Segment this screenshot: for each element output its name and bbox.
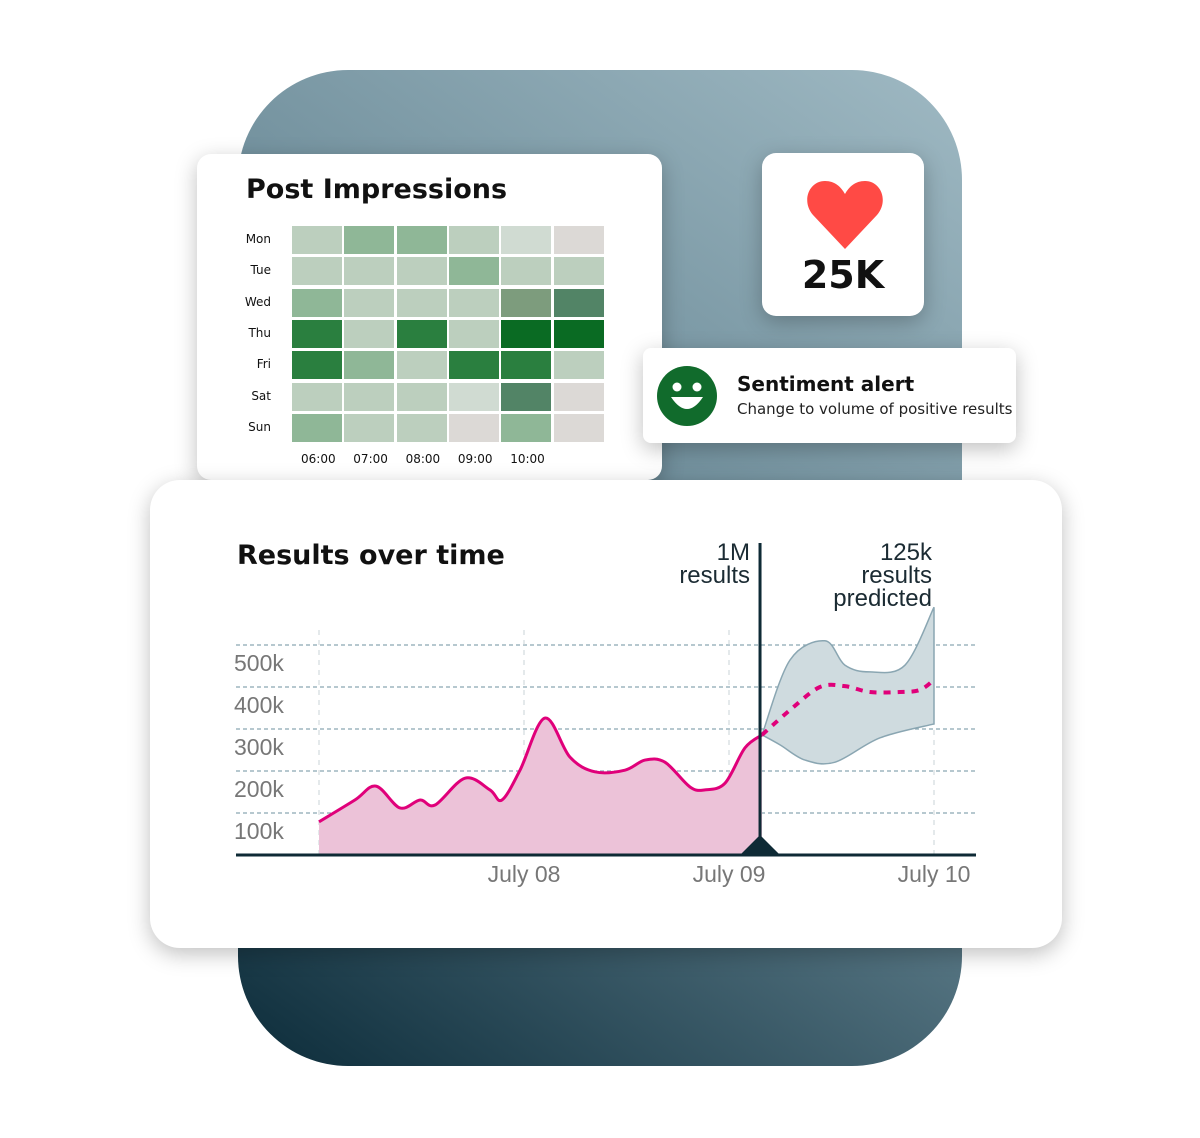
- row-label: Sun: [248, 419, 271, 434]
- results-over-time-card: Results over time: [150, 480, 1062, 948]
- post-impressions-card: Post Impressions Mon Tue Wed Thu Fri Sat Sun 06…: [197, 154, 662, 480]
- heatmap-cell: [396, 319, 447, 348]
- likes-card: 25K: [762, 153, 924, 316]
- heatmap-cell: [344, 413, 395, 442]
- heatmap-cell: [501, 319, 552, 348]
- heatmap-cell: [292, 288, 342, 317]
- heatmap-cell: [292, 382, 342, 411]
- heatmap-cell: [292, 319, 342, 348]
- column-label: 07:00: [353, 452, 388, 466]
- heatmap-cell: [553, 257, 604, 286]
- heatmap-cell: [501, 351, 552, 380]
- heatmap-cell: [396, 413, 447, 442]
- heatmap-cell: [553, 382, 604, 411]
- row-label: Fri: [256, 357, 271, 372]
- sentiment-alert-card[interactable]: Sentiment alert Change to volume of posi…: [643, 348, 1016, 443]
- heatmap-cell: [396, 226, 447, 254]
- heatmap-cell: [501, 257, 552, 286]
- smiley-icon: [657, 366, 717, 426]
- heatmap-cell: [553, 226, 604, 254]
- heatmap-cell: [396, 257, 447, 286]
- card-title: Post Impressions: [246, 174, 508, 205]
- heatmap-cell: [501, 382, 552, 411]
- heatmap-cell: [448, 413, 499, 442]
- heatmap-cell: [396, 382, 447, 411]
- heatmap-cell: [344, 288, 395, 317]
- heatmap-cell: [344, 382, 395, 411]
- column-label: 06:00: [301, 452, 336, 466]
- row-label: Thu: [248, 325, 271, 340]
- heatmap-cell: [553, 288, 604, 317]
- heatmap-cell: [448, 257, 499, 286]
- alert-subtitle: Change to volume of positive results: [737, 400, 1013, 418]
- heatmap-cell: [553, 319, 604, 348]
- heatmap-cell: [448, 319, 499, 348]
- heatmap-cell: [501, 413, 552, 442]
- row-label: Wed: [244, 294, 271, 309]
- chart-title: Results over time: [237, 540, 505, 571]
- alert-title: Sentiment alert: [737, 372, 915, 396]
- heatmap-cell: [501, 288, 552, 317]
- heatmap-cell: [292, 413, 342, 442]
- heatmap-cell: [292, 257, 342, 286]
- heatmap-cell: [292, 226, 342, 254]
- heatmap-cell: [344, 226, 395, 254]
- column-label: 10:00: [510, 452, 545, 466]
- column-label: 08:00: [405, 452, 441, 466]
- row-label: Mon: [245, 232, 271, 246]
- heatmap-cell: [501, 226, 552, 254]
- likes-count: 25K: [801, 253, 885, 297]
- row-label: Sat: [251, 388, 271, 403]
- heatmap-cell: [448, 351, 499, 380]
- heart-icon: [807, 181, 883, 249]
- row-label: Tue: [250, 263, 272, 278]
- column-label: 09:00: [457, 452, 493, 466]
- heatmap-cell: [344, 351, 395, 380]
- heatmap-cell: [448, 288, 499, 317]
- heatmap-cell: [448, 382, 499, 411]
- heatmap-cell: [553, 351, 604, 380]
- heatmap-cell: [448, 226, 499, 254]
- heatmap-cell: [344, 319, 395, 348]
- heatmap-cell: [344, 257, 395, 286]
- heatmap-cell: [553, 413, 604, 442]
- heatmap-cell: [292, 351, 342, 380]
- heatmap-cell: [396, 351, 447, 380]
- heatmap-cell: [396, 288, 447, 317]
